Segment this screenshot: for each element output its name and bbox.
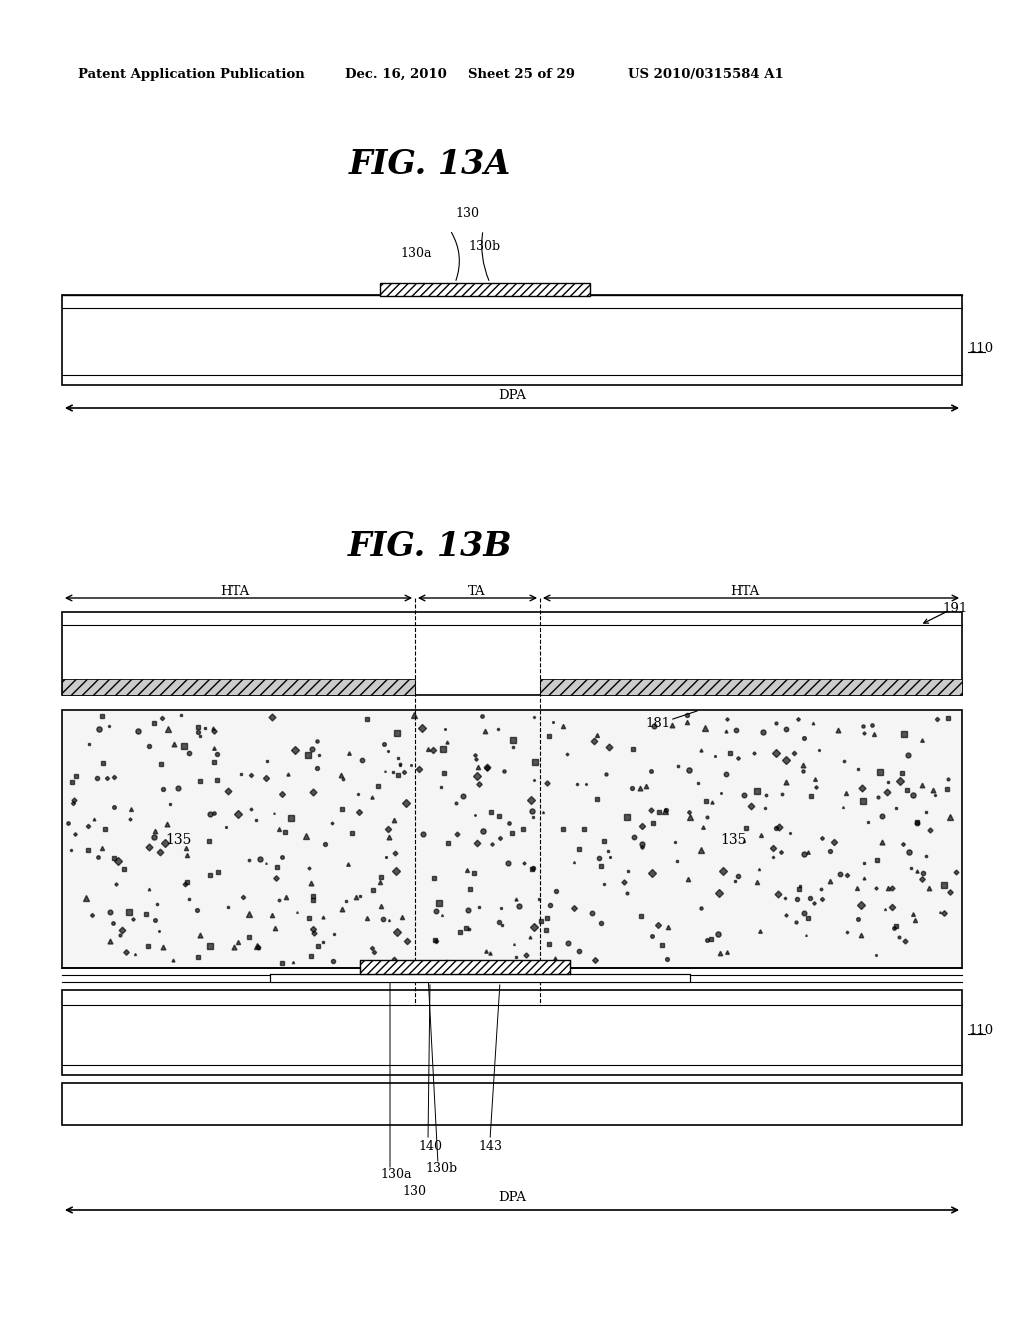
Bar: [62, 612, 962, 696]
Text: FIG. 13A: FIG. 13A: [349, 148, 511, 181]
Text: 130: 130: [455, 207, 479, 220]
Text: 140: 140: [418, 1140, 442, 1152]
Text: Sheet 25 of 29: Sheet 25 of 29: [468, 69, 575, 81]
Bar: [380, 282, 590, 296]
Text: 143: 143: [478, 1140, 502, 1152]
Text: 181: 181: [645, 717, 670, 730]
Text: 110: 110: [968, 342, 993, 355]
Text: DPA: DPA: [498, 389, 526, 403]
Text: Patent Application Publication: Patent Application Publication: [78, 69, 305, 81]
Bar: [62, 990, 962, 1074]
Bar: [62, 678, 415, 696]
Text: HTA: HTA: [730, 585, 760, 598]
Text: US 2010/0315584 A1: US 2010/0315584 A1: [628, 69, 783, 81]
Bar: [270, 974, 690, 982]
Bar: [62, 294, 962, 385]
Text: 130b: 130b: [425, 1162, 457, 1175]
Bar: [62, 710, 962, 968]
Text: DPA: DPA: [498, 1191, 526, 1204]
Text: FIG. 13B: FIG. 13B: [348, 531, 512, 564]
Text: 130a: 130a: [400, 247, 431, 260]
Text: HTA: HTA: [220, 585, 250, 598]
Text: 130a: 130a: [380, 1168, 412, 1181]
Bar: [360, 960, 570, 974]
Text: 110: 110: [968, 1023, 993, 1036]
Bar: [62, 1082, 962, 1125]
Text: TA: TA: [468, 585, 485, 598]
Text: 135: 135: [165, 833, 191, 847]
Text: 130: 130: [402, 1185, 426, 1199]
Text: 191: 191: [942, 602, 968, 615]
Text: Dec. 16, 2010: Dec. 16, 2010: [345, 69, 446, 81]
Bar: [540, 678, 962, 696]
Text: 135: 135: [720, 833, 746, 847]
Text: 130b: 130b: [468, 240, 500, 253]
